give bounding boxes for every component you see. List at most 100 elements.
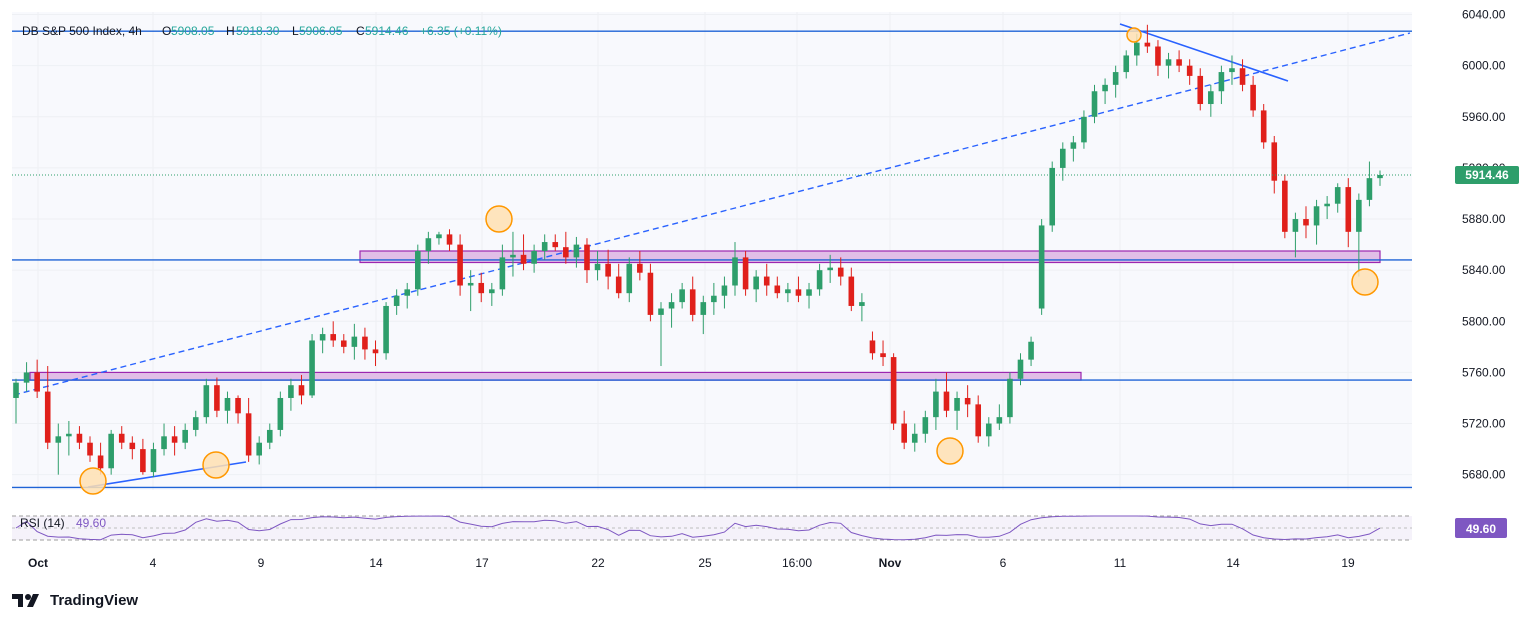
candle-body <box>1070 142 1077 149</box>
legend-high-value: 5918.30 <box>236 24 280 38</box>
candle-body <box>266 429 273 443</box>
candle-body <box>23 372 30 383</box>
price-tick-label: 5960.00 <box>1462 110 1506 124</box>
candle-body <box>1377 175 1383 179</box>
candle-body <box>806 289 812 296</box>
candle-body <box>1239 68 1246 85</box>
candle-body <box>224 397 231 411</box>
annotation-circle <box>936 437 964 465</box>
time-tick-label: 14 <box>369 556 383 570</box>
candle-body <box>489 289 495 294</box>
candle-body <box>584 244 590 271</box>
price-tick-label: 5800.00 <box>1462 314 1506 328</box>
candle-body <box>383 305 389 354</box>
time-tick-label: 16:00 <box>782 556 812 570</box>
legend[interactable]: DB S&P 500 Index, 4h O 5908.05 H 5918.30… <box>22 24 502 38</box>
candle-body <box>66 433 72 437</box>
candle-body <box>425 238 432 251</box>
candle-body <box>1176 59 1182 66</box>
candle-body <box>214 385 220 411</box>
candle-body <box>1229 68 1235 73</box>
annotation-circle <box>1126 27 1142 43</box>
legend-close-label: C <box>356 24 365 38</box>
rsi-pane[interactable]: RSI (14) 49.60 49.60 <box>12 515 1507 541</box>
horizontal-levels <box>12 30 1412 489</box>
candle-body <box>594 263 601 271</box>
candle-body <box>1345 187 1352 232</box>
candle-body <box>351 336 358 347</box>
candle-body <box>1059 148 1066 168</box>
candle-body <box>668 302 675 309</box>
candle-body <box>742 257 749 290</box>
candle-body <box>256 442 262 456</box>
time-tick-label: Oct <box>28 556 48 570</box>
candle-body <box>150 449 157 473</box>
candle-body <box>446 234 453 245</box>
candle-body <box>192 417 199 430</box>
annotation-circle <box>1351 268 1379 296</box>
footer-brand[interactable]: TradingView <box>12 590 138 610</box>
legend-close-value: 5914.46 <box>365 24 409 38</box>
candle-body <box>573 244 580 258</box>
candle-body <box>499 257 506 290</box>
candle-body <box>711 295 717 303</box>
annotation-circle <box>202 451 230 479</box>
time-axis[interactable]: Oct 4 9 14 17 22 25 16:00 Nov 6 11 14 19 <box>28 556 1355 570</box>
candle-body <box>890 357 897 424</box>
dashed-channel-line <box>13 32 1411 396</box>
candle-body <box>785 289 791 294</box>
candle-body <box>1334 187 1341 204</box>
candle-body <box>393 295 400 306</box>
candle-body <box>87 442 93 456</box>
candle-body <box>964 397 971 405</box>
legend-open-value: 5908.05 <box>171 24 215 38</box>
last-price-badge <box>1455 166 1519 185</box>
candle-body <box>13 382 19 398</box>
candle-body <box>1260 110 1267 143</box>
candle-body <box>922 417 929 434</box>
candle-body <box>1165 59 1172 66</box>
candle-body <box>541 242 548 251</box>
time-tick-label: 22 <box>591 556 605 570</box>
candle-body <box>1186 65 1193 76</box>
candle-body <box>330 334 337 341</box>
candle-body <box>1313 206 1320 226</box>
candle-body <box>129 442 136 450</box>
candle-body <box>277 397 284 430</box>
candle-body <box>880 353 886 358</box>
candle-body <box>679 289 685 303</box>
annotation-circles <box>79 27 1379 495</box>
time-tick-label: 25 <box>698 556 712 570</box>
annotation-circle <box>485 205 513 233</box>
candle-body <box>911 433 918 443</box>
legend-open-label: O <box>162 24 171 38</box>
candle-body <box>76 433 83 443</box>
legend-high-label: H <box>226 24 235 38</box>
candle-body <box>615 276 622 294</box>
time-tick-label: 6 <box>1000 556 1007 570</box>
rsi-badge-text: 49.60 <box>1466 522 1496 536</box>
candle-body <box>637 263 643 273</box>
brand-name: TradingView <box>50 591 139 609</box>
price-tick-label: 6000.00 <box>1462 59 1506 73</box>
candle-body <box>1028 341 1034 360</box>
candle-body <box>1218 72 1225 92</box>
candle-body <box>1102 84 1108 92</box>
candle-body <box>1208 91 1214 105</box>
candle-body <box>1049 167 1056 226</box>
candle-body <box>531 251 537 264</box>
candle-body <box>1038 225 1045 309</box>
candle-body <box>108 433 114 469</box>
price-tick-label: 6040.00 <box>1462 8 1506 22</box>
candle-body <box>171 436 178 443</box>
candle-body <box>340 340 347 347</box>
candle-body <box>457 244 463 286</box>
legend-low-label: L <box>292 24 299 38</box>
candle-body <box>689 289 696 315</box>
candle-body <box>235 397 241 414</box>
legend-symbol: DB S&P 500 Index, 4h <box>22 24 142 38</box>
candle-body <box>626 263 633 294</box>
candle-body <box>975 404 982 437</box>
